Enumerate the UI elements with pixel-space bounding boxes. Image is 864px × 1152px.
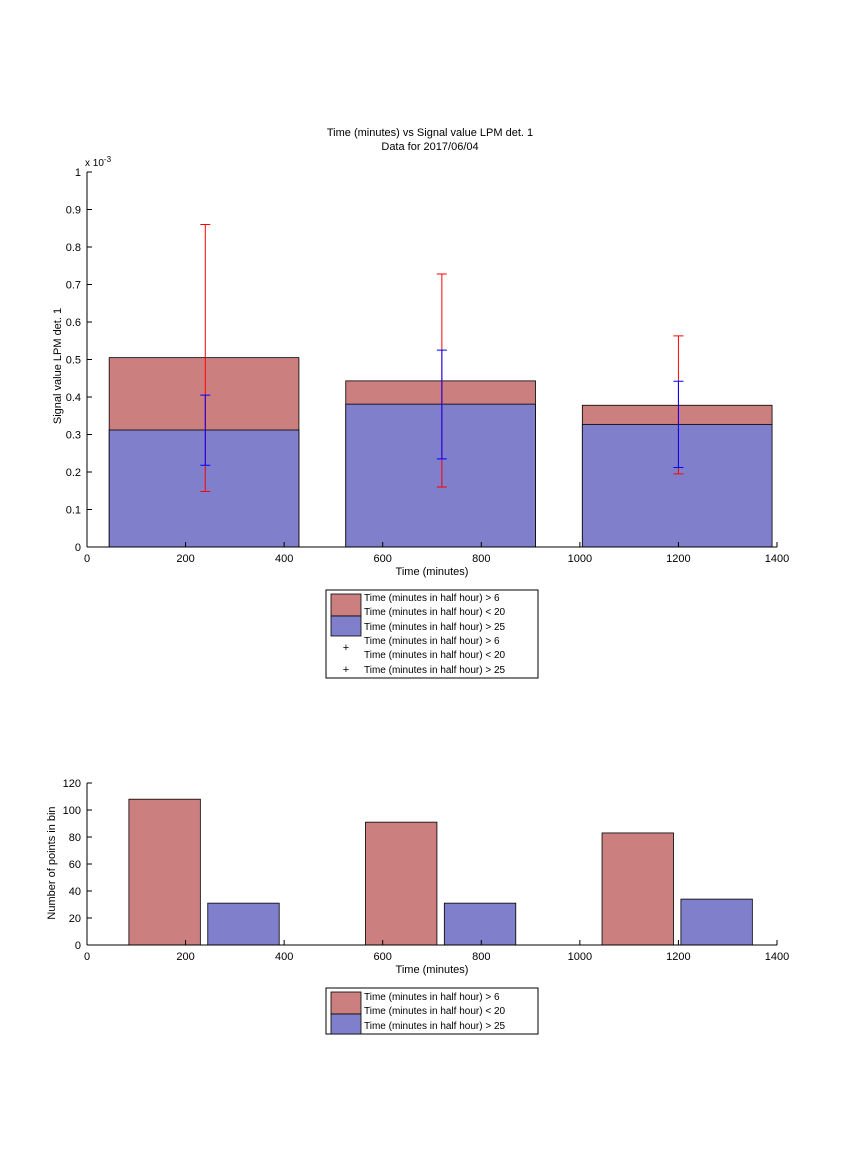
y-tick-label: 0.6 xyxy=(66,317,81,329)
legend-patch-blue xyxy=(330,1013,362,1035)
legend-label: Time (minutes in half hour) < 20 xyxy=(364,650,506,661)
x-tick-label: 200 xyxy=(176,553,194,565)
y-tick-label: 1 xyxy=(75,167,81,179)
x-tick-label: 1200 xyxy=(666,553,690,565)
y-tick-label: 40 xyxy=(69,886,81,898)
legend-label: Time (minutes in half hour) > 25 xyxy=(364,665,506,676)
y-tick-label: 0.4 xyxy=(66,392,81,404)
y-tick-label: 0.1 xyxy=(66,505,81,517)
legend-label: Time (minutes in half hour) > 25 xyxy=(364,622,506,633)
bar-blue xyxy=(345,403,536,548)
bar-red xyxy=(128,798,201,946)
y-tick-label: 0 xyxy=(75,940,81,952)
bar-blue xyxy=(108,429,300,548)
x-tick-label: 600 xyxy=(374,553,392,565)
y-tick-label: 100 xyxy=(63,805,81,817)
x-tick-label: 200 xyxy=(176,951,194,963)
y-tick-label: 0.2 xyxy=(66,467,81,479)
x-tick-label: 1000 xyxy=(568,951,592,963)
legend-patch-red xyxy=(330,991,362,1015)
x-axis-label-count: Time (minutes) xyxy=(396,964,469,976)
y-tick-label: 0 xyxy=(75,542,81,554)
legend-count: Time (minutes in half hour) > 6 Time (mi… xyxy=(325,987,539,1035)
x-tick-label: 0 xyxy=(84,951,90,963)
legend-marker-red: + xyxy=(343,642,349,654)
y-tick-label: 20 xyxy=(69,913,81,925)
y-tick-label: 0.8 xyxy=(66,242,81,254)
y-tick-label: 0.5 xyxy=(66,355,81,367)
y-tick-label: 0.3 xyxy=(66,430,81,442)
chart-title: Time (minutes) vs Signal value LPM det. … xyxy=(327,127,533,139)
x-tick-label: 600 xyxy=(374,951,392,963)
bar-blue xyxy=(207,902,280,946)
x-axis-label: Time (minutes) xyxy=(396,566,469,578)
x-tick-label: 1400 xyxy=(765,951,789,963)
x-tick-label: 800 xyxy=(472,951,490,963)
y-tick-label: 0.9 xyxy=(66,205,81,217)
errorbar-blue xyxy=(200,394,211,466)
x-tick-label: 1000 xyxy=(568,553,592,565)
count-bar-chart: 0 200 400 600 800 1000 1200 1400 0 20 40 60 80 100 120 xyxy=(63,778,790,963)
x-tick-label: 1400 xyxy=(765,553,789,565)
chart-subtitle: Data for 2017/06/04 xyxy=(381,141,478,153)
legend-label: Time (minutes in half hour) < 20 xyxy=(364,607,506,618)
legend-label: Time (minutes in half hour) > 6 xyxy=(364,992,500,1003)
legend: Time (minutes in half hour) > 6 Time (mi… xyxy=(325,589,539,679)
errorbar-blue xyxy=(673,380,684,468)
bar-blue xyxy=(581,423,773,548)
legend-label: Time (minutes in half hour) < 20 xyxy=(364,1006,506,1017)
legend-label: Time (minutes in half hour) > 25 xyxy=(364,1021,506,1032)
legend-marker-blue: + xyxy=(343,664,349,676)
y-axis-label-count: Number of points in bin xyxy=(46,806,58,919)
y-axis-label: Signal value LPM det. 1 xyxy=(52,308,64,424)
legend-label: Time (minutes in half hour) > 6 xyxy=(364,593,500,604)
y-exponent-label: x 10-3 xyxy=(85,155,112,169)
y-tick-label: 120 xyxy=(63,778,81,790)
x-tick-label: 0 xyxy=(84,553,90,565)
y-tick-label: 60 xyxy=(69,859,81,871)
bar-blue xyxy=(680,898,753,946)
bar-red xyxy=(365,821,438,946)
x-tick-label: 1200 xyxy=(666,951,690,963)
legend-patch-red xyxy=(330,593,362,617)
y-tick-label: 80 xyxy=(69,832,81,844)
y-tick-label: 0.7 xyxy=(66,280,81,292)
x-tick-label: 400 xyxy=(275,951,293,963)
x-tick-label: 400 xyxy=(275,553,293,565)
bar-blue xyxy=(443,902,517,946)
x-tick-label: 800 xyxy=(472,553,490,565)
signal-bar-chart: 0 200 400 600 800 1000 1200 1400 0 0.1 0.2 0.3 0.4 0.… xyxy=(66,167,790,565)
bar-red xyxy=(601,832,674,946)
legend-patch-blue xyxy=(330,615,362,637)
errorbar-blue xyxy=(436,349,447,460)
legend-label: Time (minutes in half hour) > 6 xyxy=(364,636,500,647)
